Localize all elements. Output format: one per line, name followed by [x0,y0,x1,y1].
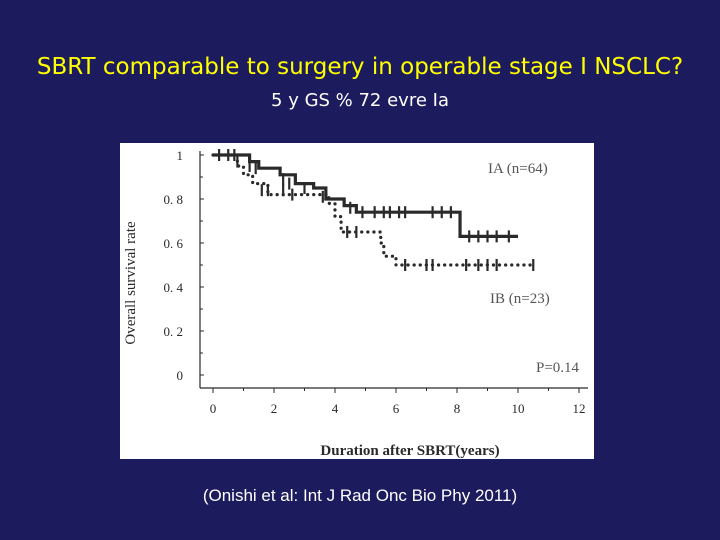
kaplan-meier-chart: 00. 20. 40. 60. 810 2 4 6 8 10 12 Overall surv… [123,148,588,459]
p-value: P=0.14 [536,360,580,376]
x-tick-label: 12 [573,401,586,416]
y-tick-label: 1 [177,148,184,163]
x-axis-label: Duration after SBRT(years) [320,443,499,459]
x-tick-label: 8 [454,401,461,416]
slide-title: SBRT comparable to surgery in operable s… [36,54,684,80]
y-tick-label: 0 [177,368,184,383]
x-tick-label: 10 [512,401,525,416]
x-tick-label: 4 [332,401,339,416]
y-tick-label: 0. 6 [164,236,184,251]
x-tick-label: 6 [393,401,400,416]
y-tick-label: 0. 8 [164,192,184,207]
x-tick-label: 0 [210,401,217,416]
survival-plot-panel: 0 0. 2 0. 4 0. 6 0. 8 1 0 2 4 6 8 10 12 Overall surv… [120,143,594,459]
y-tick-label: 0. 2 [164,324,184,339]
x-tick-label: 2 [271,401,278,416]
survival-curve-ib [211,153,535,267]
legend-ia: IA (n=64) [488,161,548,177]
y-axis-label: Overall survival rate [123,221,139,345]
slide-subtitle: 5 y GS % 72 evre Ia [271,90,449,111]
survival-curve-ia [213,153,518,238]
legend-ib: IB (n=23) [490,291,550,307]
citation: (Onishi et al: Int J Rad Onc Bio Phy 201… [202,486,518,505]
y-tick-label: 0. 4 [164,280,184,295]
